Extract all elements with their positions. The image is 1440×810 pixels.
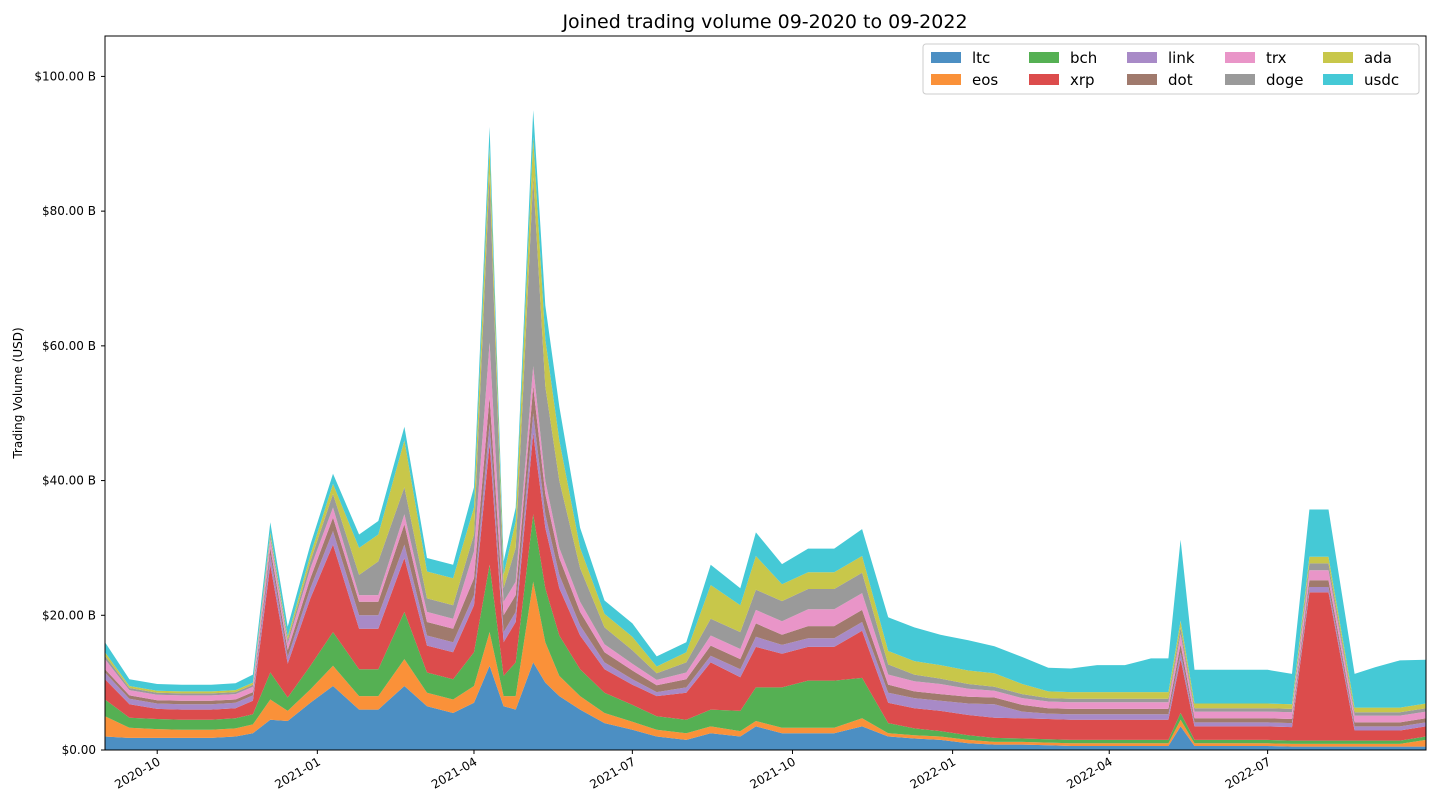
x-tick-label: 2021-07 [587,754,637,791]
legend-swatch-xrp [1029,74,1059,85]
legend-label-trx: trx [1266,49,1287,67]
y-tick-label: $20.00 B [42,608,96,622]
legend-swatch-ada [1323,52,1353,63]
legend-label-ada: ada [1364,49,1392,67]
legend: ltc eos bch xrp link dot trx doge ada usdc [922,43,1420,95]
area-series-eos [105,581,1426,747]
legend-label-usdc: usdc [1364,71,1399,89]
x-tick-label: 2021-04 [429,754,479,791]
legend-swatch-bch [1029,52,1059,63]
y-tick-label: $40.00 B [42,474,96,488]
legend-label-eos: eos [972,71,998,89]
legend-swatch-usdc [1323,74,1353,85]
x-tick-label: 2020-10 [112,754,162,791]
x-tick-label: 2022-07 [1223,754,1273,791]
legend-swatch-eos [931,74,961,85]
legend-label-dot: dot [1168,71,1193,89]
y-axis: $0.00 $20.00 B $40.00 B $60.00 B $80.00 B $10… [34,69,105,757]
area-series-xrp [105,433,1426,741]
x-axis: 2020-10 2021-01 2021-04 2021-07 2021-10 2022-… [112,750,1273,792]
legend-label-ltc: ltc [972,49,990,67]
y-axis-label: Trading Volume (USD) [11,327,25,459]
legend-swatch-link [1127,52,1157,63]
area-series-ltc [105,662,1426,750]
y-tick-label: $100.00 B [34,69,96,83]
legend-label-doge: doge [1266,71,1303,89]
legend-swatch-trx [1225,52,1255,63]
y-tick-label: $60.00 B [42,339,96,353]
x-tick-label: 2022-04 [1064,754,1114,791]
legend-swatch-ltc [931,52,961,63]
chart-title: Joined trading volume 09-2020 to 09-2022 [561,11,967,33]
x-tick-label: 2021-10 [748,754,798,791]
x-tick-label: 2022-01 [908,754,958,791]
area-series-doge [105,174,1426,716]
legend-label-bch: bch [1070,49,1097,67]
y-tick-label: $80.00 B [42,204,96,218]
plot-frame [104,35,1427,751]
legend-swatch-dot [1127,74,1157,85]
stacked-areas [105,110,1426,750]
area-series-bch [105,514,1426,744]
legend-label-link: link [1168,49,1195,67]
legend-swatch-doge [1225,74,1255,85]
x-tick-label: 2021-01 [272,754,322,791]
legend-label-xrp: xrp [1070,71,1095,89]
y-tick-label: $0.00 [62,743,96,757]
